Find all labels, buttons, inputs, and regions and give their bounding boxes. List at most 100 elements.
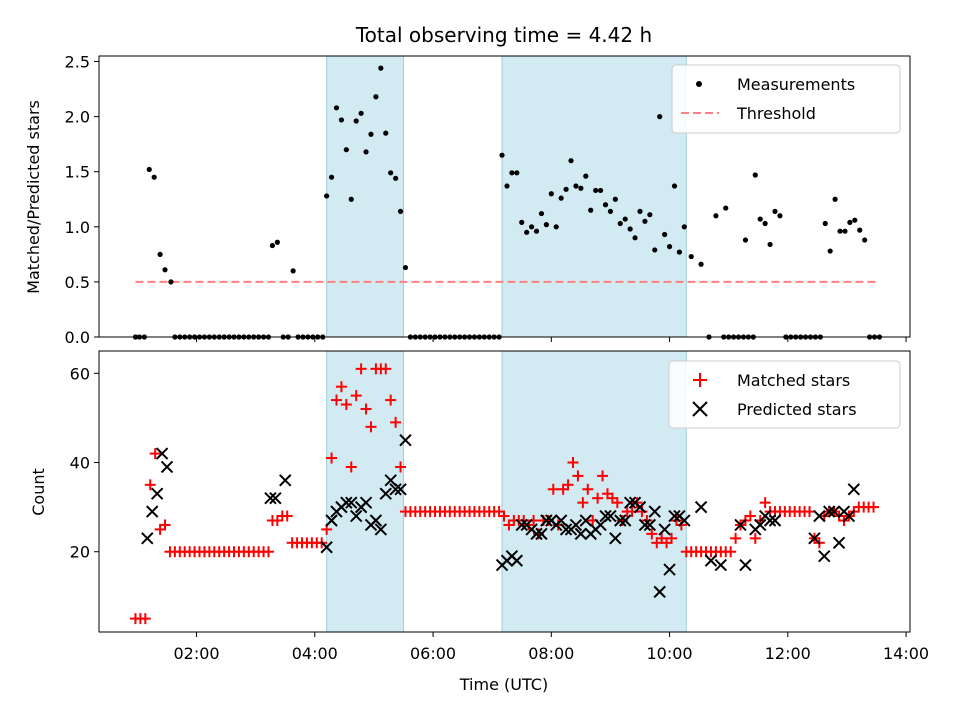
predicted-star-point xyxy=(633,500,647,514)
predicted-marker-b xyxy=(369,514,383,527)
predicted-marker-b xyxy=(813,509,826,523)
x-tick-label: 06:00 xyxy=(410,644,456,663)
measurement-point xyxy=(146,166,152,173)
predicted-marker-b xyxy=(658,523,671,536)
measurement-point xyxy=(627,226,633,232)
predicted-marker-b xyxy=(609,532,622,545)
predicted-marker-b xyxy=(653,585,666,599)
predicted-marker-b xyxy=(599,509,612,523)
measurement-point xyxy=(528,224,535,230)
predicted-star-point xyxy=(515,518,528,532)
measurement-point xyxy=(832,196,838,202)
predicted-marker-b xyxy=(141,532,154,545)
measurement-point xyxy=(662,231,668,238)
predicted-marker-b xyxy=(754,518,767,532)
matched-star-point xyxy=(498,510,510,522)
shaded-interval xyxy=(501,350,687,633)
predicted-star-point xyxy=(694,500,708,514)
measurement-point xyxy=(157,251,163,257)
predicted-marker-b xyxy=(379,487,392,500)
predicted-star-point xyxy=(574,527,588,541)
predicted-star-point xyxy=(658,523,671,536)
predicted-marker-b xyxy=(359,496,373,509)
measurement-point xyxy=(333,105,340,111)
predicted-marker-b xyxy=(515,518,528,532)
predicted-marker-b xyxy=(394,483,407,496)
predicted-star-point xyxy=(847,483,861,496)
predicted-marker-b xyxy=(325,514,338,527)
measurement-point xyxy=(519,219,525,225)
predicted-marker-b xyxy=(668,509,681,523)
legend-measurements-label: Measurements xyxy=(737,75,855,94)
predicted-star-point xyxy=(594,518,607,532)
measurement-point xyxy=(533,228,540,234)
predicted-star-point xyxy=(150,487,164,500)
x-tick-label: 04:00 xyxy=(292,644,338,663)
matched-star-point xyxy=(335,381,347,393)
measurement-point xyxy=(593,187,599,194)
predicted-star-point xyxy=(389,483,402,496)
predicted-star-point xyxy=(530,527,543,541)
predicted-marker-b xyxy=(264,491,277,505)
measurement-point xyxy=(647,212,653,218)
predicted-marker-b xyxy=(279,474,292,487)
predicted-marker-b xyxy=(847,483,861,496)
measurement-point xyxy=(777,213,783,219)
matched-star-point xyxy=(868,501,880,513)
measurement-point xyxy=(509,170,515,176)
measurement-point xyxy=(274,239,280,245)
measurement-point xyxy=(612,196,618,202)
predicted-marker-b xyxy=(694,500,708,514)
measurement-point xyxy=(348,196,354,202)
matched-star-point xyxy=(330,394,342,406)
predicted-marker-b xyxy=(569,518,583,532)
predicted-marker-b xyxy=(619,514,632,527)
predicted-marker-b xyxy=(384,474,397,487)
x-tick-label: 14:00 xyxy=(883,644,929,663)
predicted-star-point xyxy=(832,536,846,550)
x-tick-label: 02:00 xyxy=(174,644,220,663)
measurement-point xyxy=(657,114,663,120)
shaded-interval xyxy=(326,350,404,633)
measurement-point xyxy=(742,237,749,243)
measurement-point xyxy=(499,152,505,158)
legend-measurements-marker xyxy=(696,81,702,87)
top-y-axis-label: Matched/Predicted stars xyxy=(24,100,43,294)
matched-star-point xyxy=(675,519,687,531)
measurement-point xyxy=(637,208,643,214)
predicted-star-point xyxy=(614,514,627,527)
predicted-star-point xyxy=(663,563,676,576)
bottom-shaded-intervals xyxy=(326,350,687,633)
measurement-point xyxy=(353,118,359,124)
measurement-point xyxy=(388,170,394,176)
matched-star-point xyxy=(139,613,151,625)
x-tick-label: 12:00 xyxy=(765,644,811,663)
predicted-marker-b xyxy=(540,514,553,527)
measurement-point xyxy=(290,268,296,274)
y-tick-label: 1.5 xyxy=(65,163,90,182)
matched-star-point xyxy=(360,403,372,415)
predicted-star-point xyxy=(638,518,652,532)
matched-star-point xyxy=(395,461,407,473)
measurement-point xyxy=(383,130,389,136)
matched-star-point xyxy=(597,470,609,482)
predicted-marker-b xyxy=(554,514,568,527)
matched-star-point xyxy=(631,497,643,509)
predicted-marker-b xyxy=(614,514,627,527)
predicted-marker-b xyxy=(648,505,661,518)
predicted-marker-b xyxy=(579,514,593,527)
predicted-star-point xyxy=(813,509,826,523)
measurement-point xyxy=(713,213,719,219)
predicted-star-point xyxy=(264,491,277,505)
y-tick-label: 0.5 xyxy=(65,273,90,292)
predicted-marker-b xyxy=(604,509,617,523)
matched-star-point xyxy=(340,399,352,411)
measurement-point xyxy=(767,241,773,248)
predicted-star-point xyxy=(554,514,568,527)
predicted-marker-b xyxy=(155,447,169,460)
predicted-star-point xyxy=(818,549,831,563)
predicted-star-point xyxy=(653,585,666,599)
measurement-point xyxy=(857,227,863,233)
predicted-star-point xyxy=(714,558,728,572)
predicted-star-point xyxy=(340,496,353,509)
